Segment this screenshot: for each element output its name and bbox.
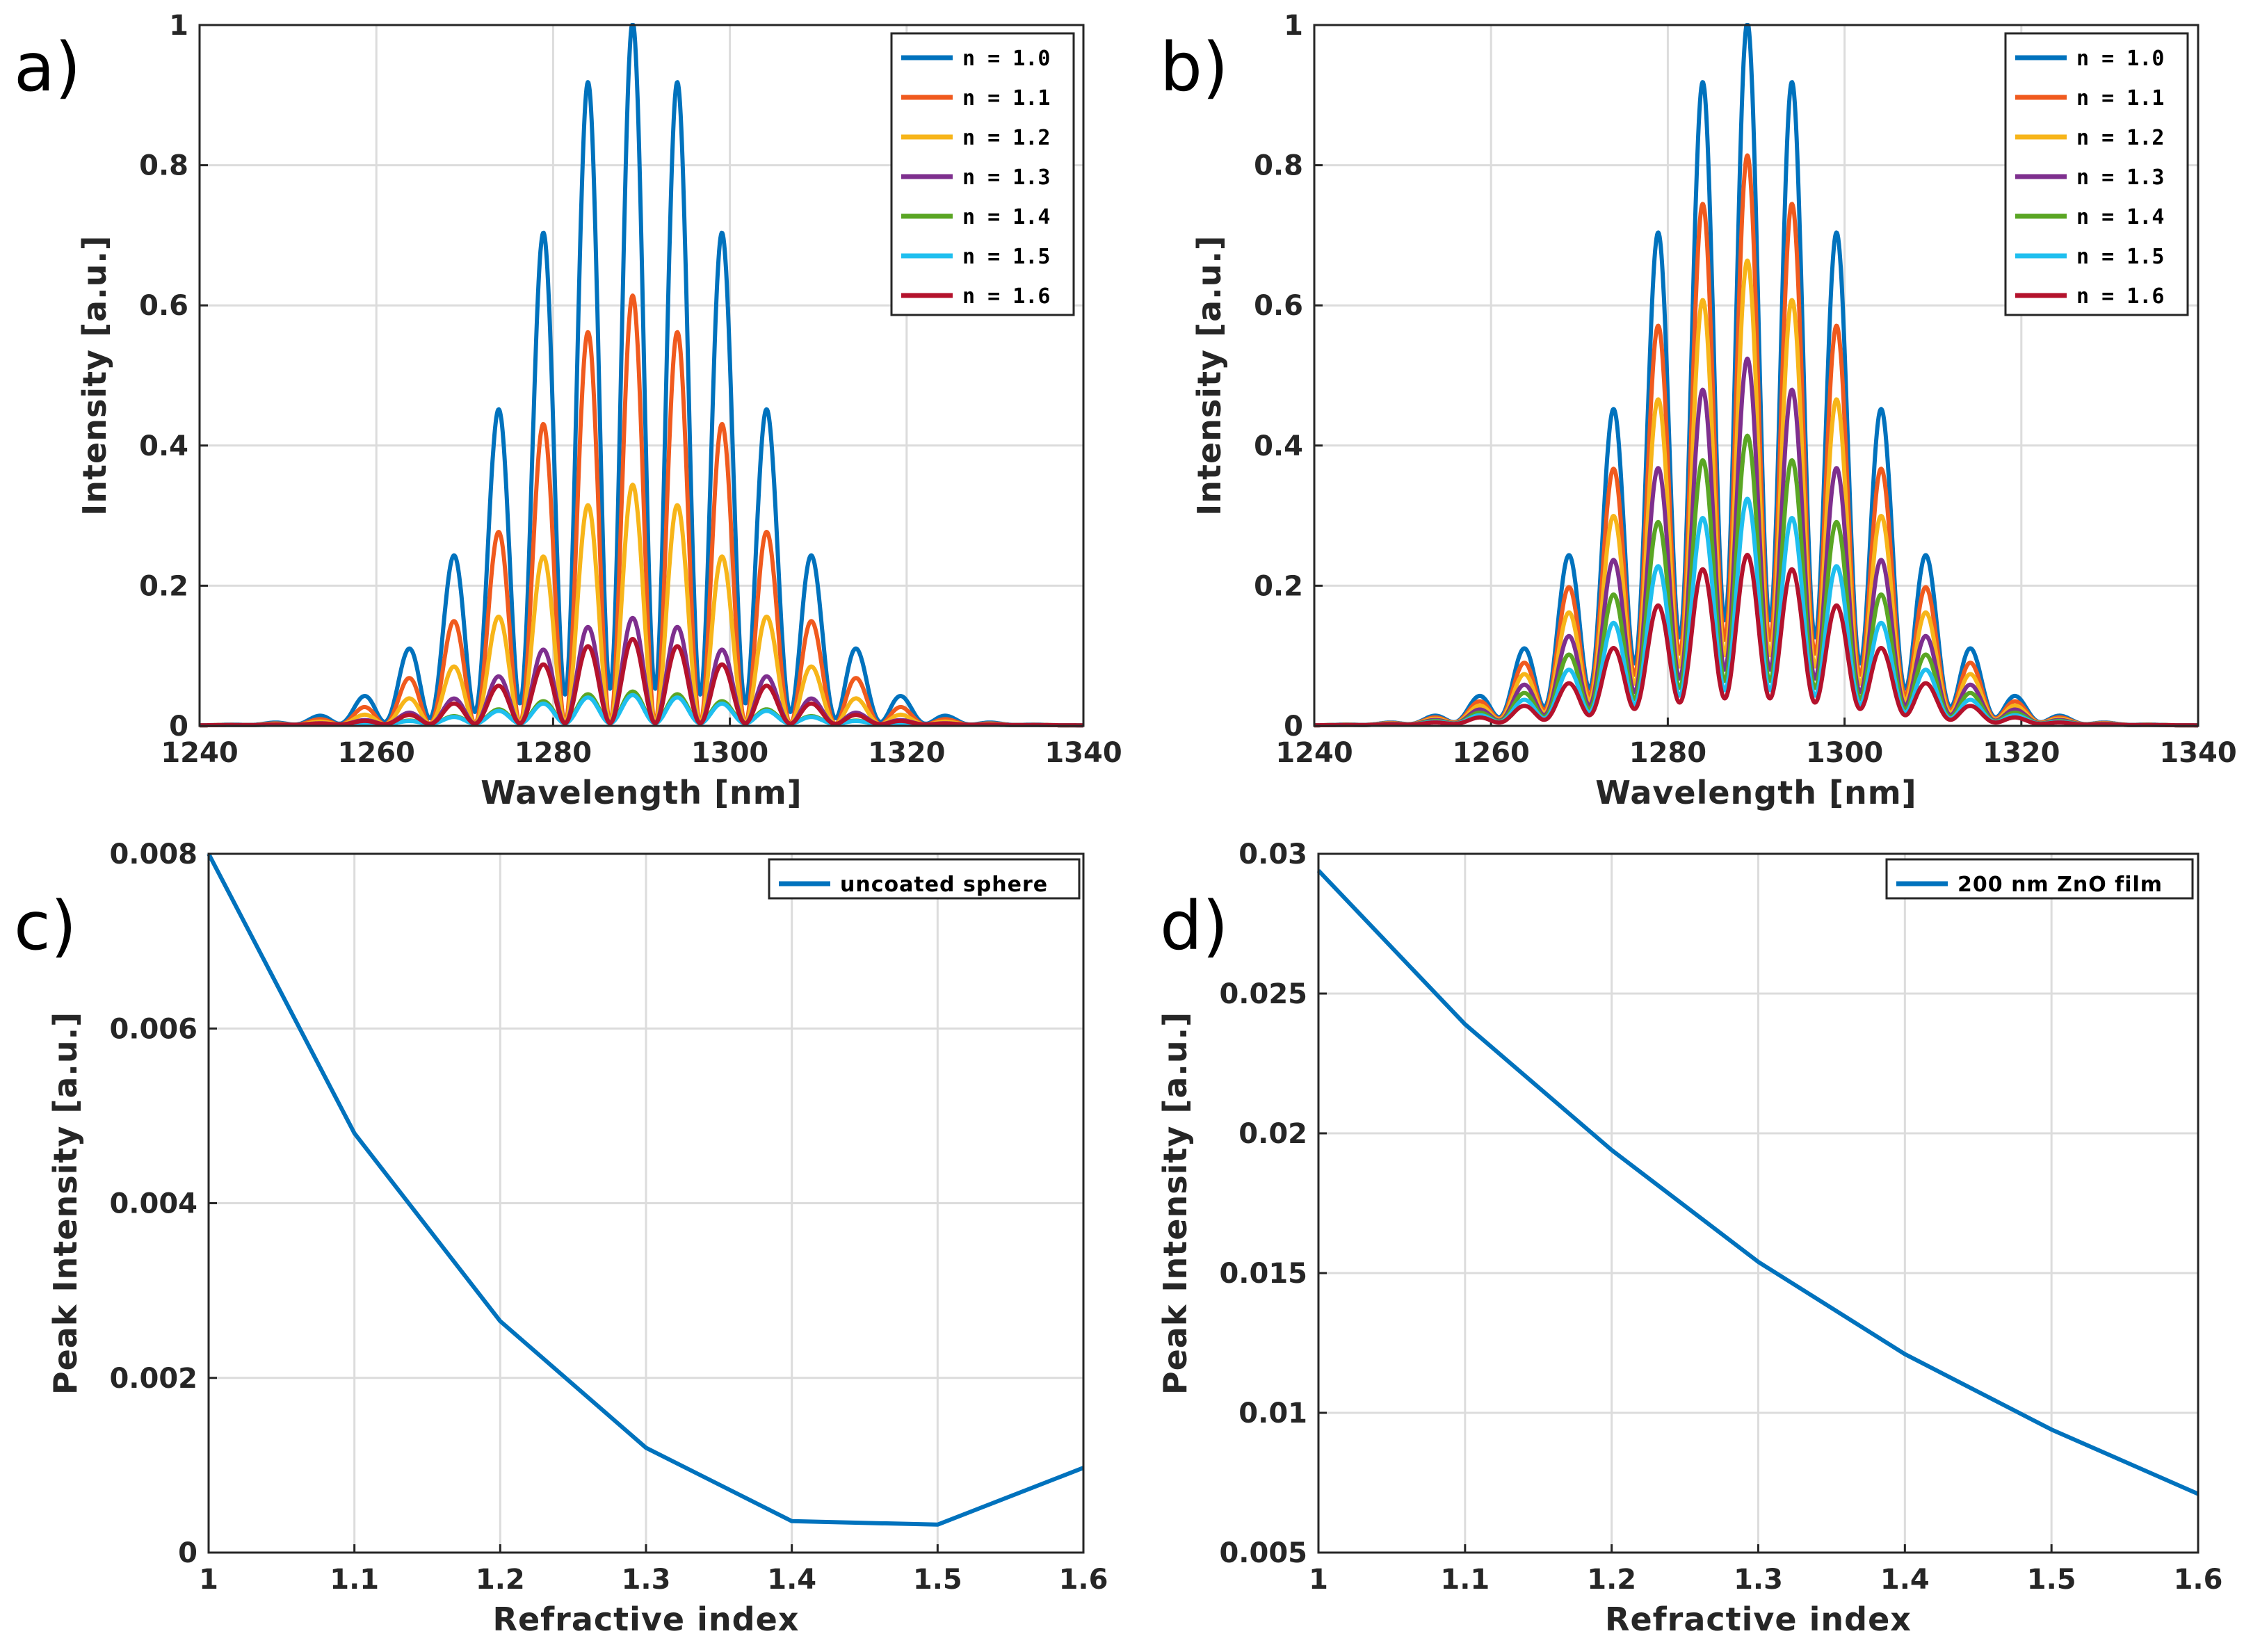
x-axis-label: Wavelength [nm] — [481, 774, 802, 811]
legend-entry: n = 1.1 — [2076, 86, 2164, 111]
legend-box — [768, 858, 1081, 900]
x-tick-label: 1.3 — [1734, 1564, 1783, 1596]
legend-entry: n = 1.4 — [962, 205, 1050, 229]
legend-entry: n = 1.0 — [962, 47, 1050, 71]
x-tick-label: 1 — [199, 1564, 218, 1596]
legend-entry: n = 1.0 — [2076, 47, 2164, 71]
x-tick-label: 1340 — [2159, 737, 2236, 769]
legend-entry: n = 1.4 — [2076, 205, 2164, 229]
x-tick-label: 1.6 — [1059, 1564, 1108, 1596]
panel-label-b: b) — [1160, 29, 1228, 106]
legend-entry: n = 1.6 — [962, 284, 1050, 309]
x-tick-label: 1240 — [1275, 737, 1353, 769]
y-tick-label: 0 — [169, 711, 188, 743]
panel-label-c: c) — [14, 887, 76, 965]
y-tick-label: 0.005 — [1219, 1537, 1307, 1569]
y-tick-label: 1 — [169, 10, 188, 42]
legend-entry: n = 1.2 — [2076, 126, 2164, 150]
x-axis-label: Wavelength [nm] — [1595, 774, 1916, 811]
x-tick-label: 1.2 — [1587, 1564, 1636, 1596]
x-tick-label: 1240 — [161, 737, 238, 769]
series-line — [207, 852, 1085, 1527]
x-tick-label: 1320 — [1983, 737, 2060, 769]
x-tick-label: 1280 — [1629, 737, 1706, 769]
x-tick-label: 1.1 — [1440, 1564, 1490, 1596]
x-tick-label: 1.4 — [1880, 1564, 1930, 1596]
y-tick-label: 0.6 — [139, 290, 188, 322]
y-tick-label: 0.8 — [1254, 150, 1303, 182]
y-axis-label: Intensity [a.u.] — [76, 235, 113, 516]
panel-label-a: a) — [14, 29, 81, 106]
x-tick-label: 1280 — [515, 737, 592, 769]
x-tick-label: 1300 — [691, 737, 768, 769]
x-tick-label: 1.6 — [2174, 1564, 2223, 1596]
y-tick-label: 0.2 — [139, 570, 188, 602]
series-line — [1316, 869, 2199, 1496]
legend-entry: n = 1.5 — [962, 245, 1050, 269]
y-axis-label: Intensity [a.u.] — [1190, 235, 1228, 516]
series-line — [197, 483, 1085, 728]
y-tick-label: 0 — [178, 1537, 197, 1569]
y-axis-label: Peak Intensity [a.u.] — [47, 1012, 84, 1395]
y-tick-label: 0.006 — [109, 1013, 197, 1045]
legend-entry: n = 1.6 — [2076, 284, 2164, 309]
y-tick-label: 0.008 — [109, 839, 197, 870]
x-tick-label: 1.1 — [330, 1564, 379, 1596]
y-tick-label: 0.4 — [139, 430, 188, 462]
y-tick-label: 0.2 — [1254, 570, 1303, 602]
y-tick-label: 0.015 — [1219, 1258, 1307, 1290]
legend-entry: n = 1.1 — [962, 86, 1050, 111]
y-tick-label: 0.4 — [1254, 430, 1303, 462]
y-tick-label: 0.01 — [1238, 1398, 1307, 1430]
axes-frame — [1313, 24, 2199, 727]
y-tick-label: 0.002 — [109, 1363, 197, 1395]
legend-entry: n = 1.3 — [962, 165, 1050, 190]
x-tick-label: 1300 — [1806, 737, 1883, 769]
legend-box — [1885, 858, 2194, 900]
axes-frame — [1317, 852, 2199, 1554]
legend-entry: 200 nm ZnO film — [1958, 873, 2163, 897]
series-line — [197, 637, 1085, 728]
axes-frame — [198, 24, 1085, 727]
x-tick-label: 1320 — [868, 737, 945, 769]
axes-frame — [207, 852, 1085, 1554]
y-tick-label: 0.8 — [139, 150, 188, 182]
x-tick-label: 1.5 — [913, 1564, 962, 1596]
y-tick-label: 0.03 — [1238, 839, 1307, 870]
y-tick-label: 0 — [1284, 711, 1303, 743]
y-tick-label: 1 — [1284, 10, 1303, 42]
chart-a: 1240 1260 1280 1300 1320 1340 0 0.2 0.4 0.6 0.8 1 Wa… — [76, 10, 1122, 811]
x-tick-label: 1260 — [338, 737, 415, 769]
series-line — [1312, 553, 2200, 728]
x-axis-label: Refractive index — [493, 1601, 800, 1638]
x-tick-label: 1 — [1309, 1564, 1328, 1596]
chart-b: 1240 1260 1280 1300 1320 1340 0 0.2 0.4 0.6 0.8 1 Wa… — [1190, 10, 2237, 811]
legend-entry: uncoated sphere — [840, 873, 1048, 897]
x-tick-label: 1.3 — [622, 1564, 671, 1596]
x-tick-label: 1.2 — [476, 1564, 525, 1596]
y-axis-label: Peak Intensity [a.u.] — [1156, 1012, 1194, 1395]
chart-d: 1 1.1 1.2 1.3 1.4 1.5 1.6 0.005 0.01 0.015 0.02 0.0… — [1156, 839, 2222, 1638]
x-tick-label: 1260 — [1453, 737, 1530, 769]
y-tick-label: 0.025 — [1219, 978, 1307, 1010]
legend-entry: n = 1.2 — [962, 126, 1050, 150]
y-tick-label: 0.004 — [109, 1188, 197, 1220]
y-tick-label: 0.02 — [1238, 1118, 1307, 1150]
x-tick-label: 1.5 — [2027, 1564, 2076, 1596]
y-tick-label: 0.6 — [1254, 290, 1303, 322]
x-tick-label: 1340 — [1044, 737, 1122, 769]
chart-c: 1 1.1 1.2 1.3 1.4 1.5 1.6 0 0.002 0.004 0.006 0.008… — [47, 839, 1108, 1638]
legend-entry: n = 1.5 — [2076, 245, 2164, 269]
panel-label-d: d) — [1160, 887, 1228, 965]
x-tick-label: 1.4 — [767, 1564, 816, 1596]
x-axis-label: Refractive index — [1605, 1601, 1912, 1638]
legend-entry: n = 1.3 — [2076, 165, 2164, 190]
